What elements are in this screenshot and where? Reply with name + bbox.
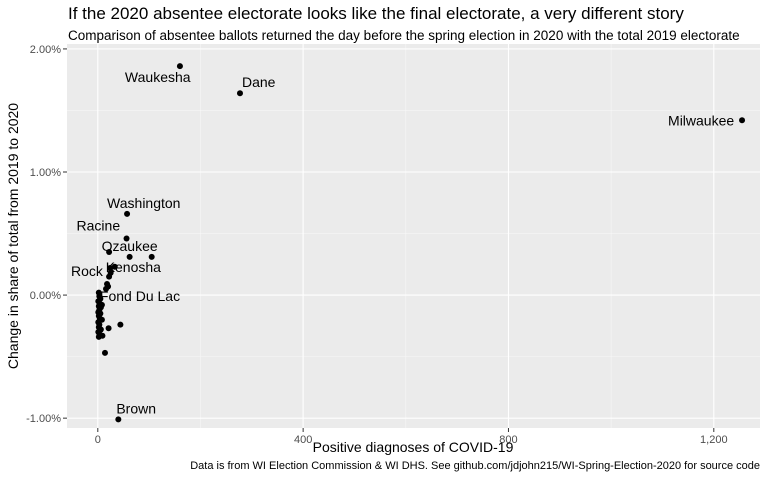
x-tick-label: 400 bbox=[294, 434, 312, 446]
point-label: Kenosha bbox=[106, 259, 161, 275]
y-tick-label: -1.00% bbox=[26, 413, 61, 425]
point-label: Racine bbox=[77, 217, 121, 233]
data-point bbox=[101, 349, 108, 356]
y-tick-label: 2.00% bbox=[30, 44, 61, 56]
data-point bbox=[176, 63, 183, 70]
point-label: Ozaukee bbox=[102, 238, 158, 254]
point-label: Milwaukee bbox=[668, 112, 734, 128]
grid-minor bbox=[67, 44, 760, 428]
plot-panel bbox=[67, 44, 760, 428]
data-point bbox=[124, 210, 131, 217]
y-axis-title: Change in share of total from 2019 to 20… bbox=[5, 103, 21, 369]
data-points bbox=[95, 63, 746, 423]
point-label: Rock bbox=[71, 263, 104, 279]
data-point bbox=[106, 273, 113, 280]
data-point bbox=[111, 263, 118, 270]
chart-subtitle: Comparison of absentee ballots returned … bbox=[68, 28, 740, 43]
data-point bbox=[115, 416, 122, 423]
point-label: Waukesha bbox=[125, 69, 191, 85]
chart-title: If the 2020 absentee electorate looks li… bbox=[68, 4, 684, 23]
data-point bbox=[104, 281, 111, 287]
data-point bbox=[126, 253, 133, 260]
data-point bbox=[95, 333, 102, 340]
axis-tick-labels: 0 400 800 1,200 -1.00% 0.00% 1.00% 2.00% bbox=[26, 44, 727, 446]
data-point bbox=[105, 325, 112, 332]
scatter-chart: 0 400 800 1,200 -1.00% 0.00% 1.00% 2.00% Waukes… bbox=[5, 44, 760, 455]
x-tick-label: 0 bbox=[95, 434, 101, 446]
point-label: Washington bbox=[107, 195, 180, 211]
data-point bbox=[117, 321, 124, 328]
data-point bbox=[103, 285, 110, 292]
x-tick-label: 1,200 bbox=[700, 434, 728, 446]
data-point bbox=[148, 253, 155, 260]
x-tick-label: 800 bbox=[499, 434, 517, 446]
data-point bbox=[739, 117, 746, 124]
grid-major bbox=[67, 44, 760, 428]
data-point bbox=[107, 265, 114, 271]
point-label: Brown bbox=[116, 400, 156, 416]
chart-caption: Data is from WI Election Commission & WI… bbox=[190, 460, 760, 472]
y-tick-label: 0.00% bbox=[30, 290, 61, 302]
data-point bbox=[236, 90, 243, 97]
y-tick-label: 1.00% bbox=[30, 167, 61, 179]
data-point bbox=[98, 301, 105, 308]
point-label: Dane bbox=[242, 74, 276, 90]
x-axis-title: Positive diagnoses of COVID-19 bbox=[313, 439, 514, 455]
data-point bbox=[106, 249, 113, 255]
point-labels: Waukesha Dane Milwaukee Washington Racine Oza… bbox=[71, 69, 734, 416]
data-point bbox=[123, 235, 130, 242]
axis-ticks bbox=[63, 48, 715, 432]
point-label: Fond Du Lac bbox=[100, 288, 180, 304]
